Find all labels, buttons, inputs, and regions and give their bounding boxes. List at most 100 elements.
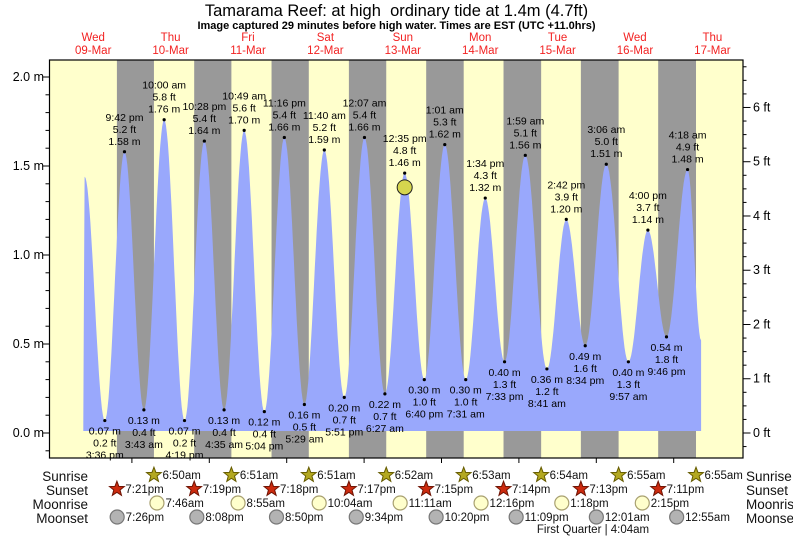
tide-annotation: 10:00 am: [142, 80, 186, 92]
tide-annotation: 0.7 ft: [333, 414, 356, 426]
high-tide-dot: [362, 135, 367, 140]
right-axis-label: 6 ft: [753, 100, 771, 114]
tide-annotation: 11:16 pm: [263, 98, 306, 110]
tide-annotation: 9:57 am: [609, 391, 647, 403]
day-label-date: 10-Mar: [152, 45, 189, 57]
tide-annotation: 1.3 ft: [617, 379, 640, 391]
tide-annotation: 3:36 pm: [86, 450, 124, 462]
tide-annotation: 1.3 ft: [493, 379, 516, 391]
day-label-dow: Wed: [81, 32, 104, 44]
tide-annotation: 0.36 m: [531, 374, 563, 386]
low-tide-dot: [545, 367, 549, 371]
moonset-circle-icon: [508, 509, 524, 525]
moonset-time: 12:55am: [685, 512, 730, 524]
high-tide-dot: [443, 143, 447, 147]
tide-annotation: 0.2 ft: [173, 438, 196, 450]
moonset-circle-icon: [348, 509, 364, 525]
moonset-circle-icon: [669, 509, 685, 525]
day-label-dow: Fri: [241, 32, 254, 44]
tide-annotation: 0.13 m: [128, 415, 160, 427]
tide-annotation: 1.48 m: [672, 154, 704, 166]
tide-annotation: 1.20 m: [550, 203, 582, 215]
moonset-circle-icon: [268, 509, 285, 525]
low-tide-dot: [583, 344, 587, 348]
sunrise-time: 6:55am: [627, 470, 665, 482]
moonrise-time: 12:16pm: [490, 498, 535, 510]
sunrise-time: 6:52am: [395, 470, 433, 482]
tide-annotation: 0.30 m: [450, 385, 482, 397]
tide-annotation: 4:00 pm: [629, 190, 667, 202]
plot-border: [48, 59, 744, 459]
sunrise-star-icon: [300, 465, 318, 483]
tide-annotation: 1.56 m: [509, 139, 541, 151]
sunset-time: 7:15pm: [435, 484, 473, 496]
tide-annotation: 3.9 ft: [555, 191, 578, 203]
tide-annotation: 1:59 am: [506, 115, 544, 127]
tide-annotation: 1.59 m: [308, 134, 340, 146]
low-tide-dot: [142, 408, 146, 412]
tide-annotation: 0.40 m: [488, 367, 520, 379]
tide-annotation: 4:18 am: [669, 130, 707, 142]
tide-annotation: 0.40 m: [612, 367, 644, 379]
tide-annotation: 0.5 ft: [293, 422, 316, 434]
day-label-dow: Wed: [623, 32, 646, 44]
tide-annotation: 7:33 pm: [486, 391, 524, 403]
tide-annotation: 8:34 pm: [566, 375, 604, 387]
tide-annotation: 5.8 ft: [152, 92, 175, 104]
tide-annotation: 0.13 m: [208, 415, 240, 427]
high-tide-dot: [403, 171, 407, 175]
sunset-star-icon: [262, 479, 281, 497]
tide-annotation: 1:01 am: [426, 105, 464, 117]
tide-annotation: 1.64 m: [188, 125, 220, 137]
day-label-date: 14-Mar: [462, 45, 499, 57]
moonrise-circle-icon: [230, 495, 246, 511]
tide-annotation: 2:42 pm: [547, 179, 585, 191]
moonrise-circle-icon: [311, 495, 327, 511]
tide-annotation: 3:43 am: [125, 439, 163, 451]
day-label-date: 12-Mar: [307, 45, 344, 57]
moonset-circle-icon: [428, 509, 444, 525]
right-axis-label: 1 ft: [753, 372, 771, 386]
tide-annotation: 1.66 m: [268, 122, 300, 134]
low-tide-dot: [302, 402, 306, 407]
high-tide-dot: [282, 135, 286, 140]
moonset-circle-icon: [109, 509, 125, 525]
tide-annotation: 1.70 m: [228, 114, 260, 126]
day-label-dow: Tue: [548, 32, 567, 44]
plot-area: [49, 60, 743, 458]
tide-annotation: 1.14 m: [632, 214, 664, 226]
sunrise-time: 6:51am: [317, 470, 355, 482]
tide-annotation: 5.4 ft: [353, 110, 376, 122]
tide-annotation: 12:07 am: [343, 98, 387, 110]
sunrise-time: 6:54am: [550, 470, 588, 482]
tide-annotation: 1.46 m: [389, 157, 421, 169]
low-tide-dot: [182, 418, 187, 423]
sunrise-row-label-right: Sunrise: [746, 469, 792, 484]
current-time-marker: [396, 179, 413, 196]
page-title: Tamarama Reef: at high ordinary tide at …: [204, 2, 589, 20]
tide-annotation: 0.12 m: [248, 417, 280, 429]
sunset-time: 7:13pm: [589, 484, 627, 496]
tide-annotation: 0.4 ft: [253, 429, 276, 441]
sunrise-time: 6:53am: [472, 470, 510, 482]
tide-annotation: 10:49 am: [222, 90, 266, 102]
tide-curve: [83, 119, 702, 431]
tide-annotation: 11:40 am: [303, 110, 346, 122]
high-tide-dot: [322, 148, 326, 152]
sunset-time: 7:21pm: [125, 484, 163, 496]
sunset-star-icon: [649, 479, 667, 497]
sunset-row-label: Sunset: [45, 483, 88, 498]
low-tide-dot: [664, 335, 669, 339]
tide-annotation: 9:42 pm: [106, 112, 144, 124]
low-tide-dot: [342, 395, 346, 399]
sunrise-time: 6:51am: [240, 470, 278, 482]
high-tide-dot: [564, 217, 568, 221]
sunrise-star-icon: [687, 465, 705, 483]
sunset-star-icon: [185, 479, 203, 497]
low-tide-dot: [383, 392, 387, 396]
moonrise-time: 10:04am: [328, 498, 373, 510]
low-tide-dot: [222, 408, 226, 412]
low-tide-dot: [502, 360, 507, 364]
sunrise-star-icon: [377, 465, 396, 483]
